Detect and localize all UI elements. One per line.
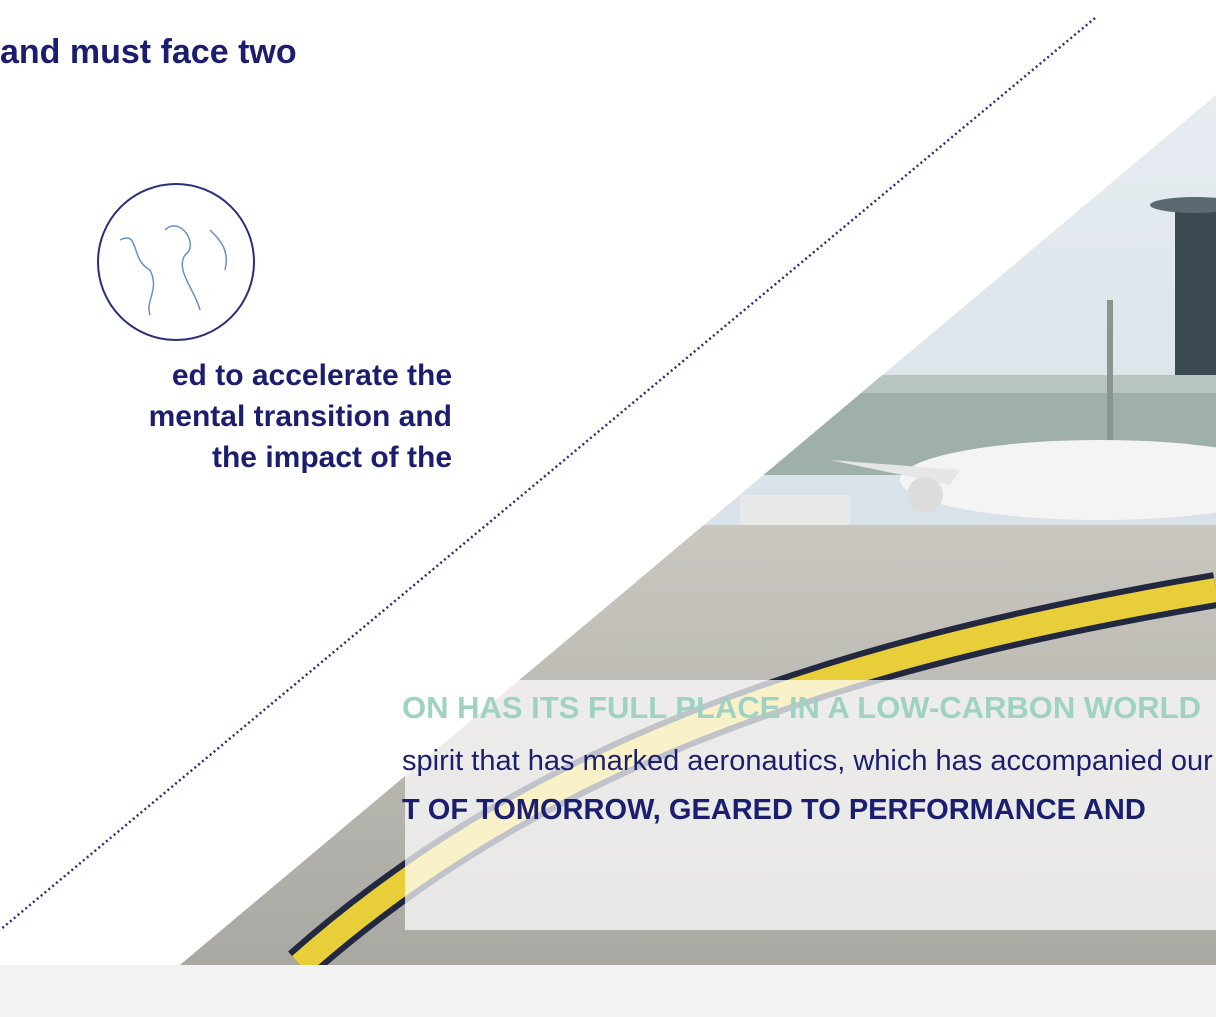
challenge-line: mental transition and xyxy=(149,400,452,433)
challenge-line: ed to accelerate the xyxy=(172,359,452,392)
heading: and must face two xyxy=(0,33,297,71)
footer-band xyxy=(0,965,1216,1017)
slide: and must face two ed to accelerate the m… xyxy=(0,0,1216,1017)
challenge-line: the impact of the xyxy=(212,441,452,474)
globe-lines xyxy=(120,226,226,315)
banner-emphasis: T OF TOMORROW, GEARED TO PERFORMANCE AND xyxy=(402,794,1146,826)
banner-text: spirit that has marked aeronautics, whic… xyxy=(402,745,1213,777)
banner-title: ON HAS ITS FULL PLACE IN A LOW-CARBON WO… xyxy=(402,690,1201,725)
globe-icon xyxy=(98,184,254,340)
